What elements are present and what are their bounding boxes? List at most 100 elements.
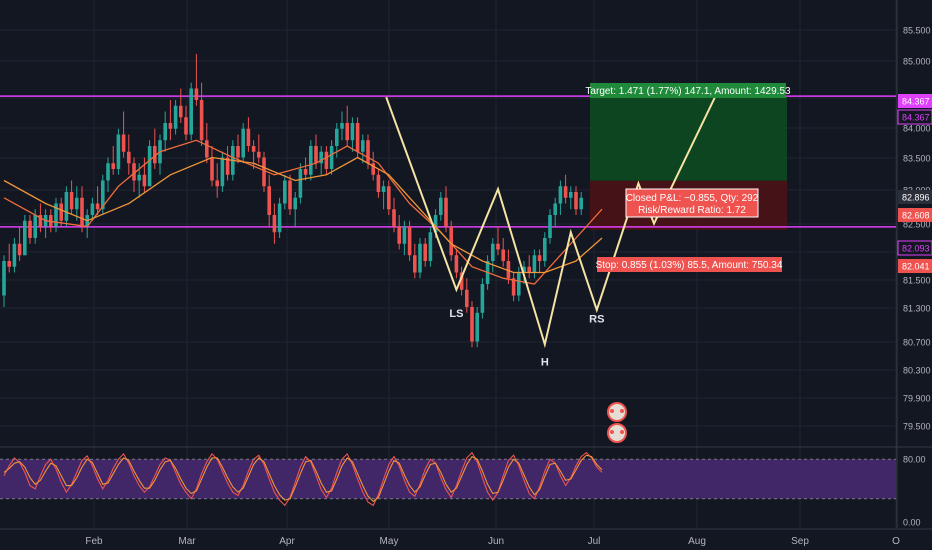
candle-body — [532, 255, 537, 273]
price-badge-label: 82.093 — [902, 244, 930, 254]
candle-body — [418, 243, 422, 273]
candle-body — [324, 151, 329, 169]
candle-body — [433, 215, 438, 233]
event-marker-icon[interactable] — [607, 423, 627, 443]
candle-body — [407, 226, 412, 256]
candle-body — [54, 203, 58, 227]
event-markers[interactable] — [607, 402, 627, 443]
candle-body — [501, 249, 505, 261]
risk-reward-label: Risk/Reward Ratio: 1.72 — [638, 205, 746, 216]
candle-body — [210, 157, 214, 181]
candle-body — [137, 174, 141, 181]
candle-body — [340, 123, 344, 129]
candle-body — [397, 226, 401, 244]
candle-body — [449, 226, 453, 256]
event-marker-icon[interactable] — [607, 402, 627, 422]
candle-body — [132, 163, 136, 181]
candle-body — [345, 123, 349, 141]
marker-dot-icon — [620, 409, 624, 413]
candle-body — [371, 163, 375, 175]
candle-body — [543, 238, 547, 261]
candle-body — [335, 128, 339, 146]
candle-body — [101, 180, 105, 210]
candle-body — [95, 203, 100, 210]
oscillator-pane — [0, 451, 896, 507]
price-badge-label: 82.896 — [902, 193, 930, 203]
candle-body — [80, 197, 84, 227]
candle-body — [168, 123, 173, 129]
candle-body — [402, 226, 407, 244]
candle-body — [288, 180, 292, 210]
price-badge-label: 82.608 — [902, 211, 930, 221]
candle-body — [314, 146, 318, 164]
price-badge — [898, 190, 932, 204]
pattern-label: RS — [589, 314, 604, 326]
candle-body — [262, 157, 266, 187]
stop-label: Stop: 0.855 (1.03%) 85.5, Amount: 750.34 — [596, 260, 783, 271]
x-tick-label: Aug — [688, 536, 706, 547]
candle-body — [522, 266, 526, 273]
candle-body — [293, 197, 297, 210]
candle-body — [537, 255, 542, 261]
pnl-label-box — [625, 188, 759, 218]
candle-body — [366, 140, 370, 164]
candle-body — [350, 123, 355, 141]
candle-body — [179, 105, 183, 118]
x-tick-label: Mar — [178, 536, 196, 547]
candle-body — [194, 88, 199, 100]
candle-body — [225, 157, 230, 175]
candle-body — [428, 232, 433, 261]
price-badge — [897, 109, 932, 125]
candle-body — [33, 215, 37, 238]
candle-body — [506, 261, 511, 279]
candle-body — [142, 174, 147, 187]
candle-body — [423, 243, 427, 261]
candle-body — [17, 243, 22, 256]
candle-body — [283, 180, 287, 204]
grid-lines — [0, 0, 897, 528]
candlesticks — [2, 54, 583, 348]
marker-dot-icon — [610, 409, 614, 413]
candle-body — [569, 192, 573, 198]
y-tick-label: 83.500 — [903, 154, 931, 164]
candle-body — [173, 105, 178, 129]
candle-body — [220, 157, 225, 187]
moving-averages — [3, 139, 603, 285]
candle-body — [376, 174, 381, 192]
candle-body — [439, 197, 443, 215]
candle-body — [475, 312, 479, 342]
candle-body — [392, 209, 396, 227]
candle-body — [12, 243, 17, 267]
x-tick-label: Apr — [279, 536, 295, 547]
pnl-label: Closed P&L: −0.855, Qty: 292 — [626, 193, 759, 204]
candle-body — [69, 192, 74, 210]
candle-body — [470, 307, 474, 342]
candle-body — [90, 203, 95, 215]
candle-body — [241, 128, 245, 158]
x-tick-label: Sep — [791, 536, 809, 547]
x-tick-label: Jul — [588, 536, 601, 547]
candle-body — [387, 186, 391, 210]
price-badge-label: 82.041 — [902, 262, 930, 272]
pattern-label: H — [541, 357, 549, 369]
candle-body — [465, 289, 469, 307]
price-badge — [898, 208, 932, 222]
candle-body — [106, 163, 110, 181]
candle-body — [236, 146, 240, 158]
candle-body — [579, 197, 583, 210]
moving-average-line — [3, 156, 603, 274]
candle-body — [381, 186, 386, 192]
price-badge-label: 84.367 — [902, 97, 930, 107]
y-tick-label: 79.500 — [903, 422, 931, 432]
candle-body — [64, 192, 69, 221]
target-zone — [590, 96, 787, 181]
x-tick-label: Jun — [488, 536, 504, 547]
y-tick-label: 81.300 — [903, 304, 931, 314]
candle-body — [319, 151, 323, 164]
candle-body — [563, 186, 568, 198]
candle-body — [277, 203, 282, 233]
candle-body — [184, 117, 188, 135]
candle-body — [511, 278, 516, 296]
